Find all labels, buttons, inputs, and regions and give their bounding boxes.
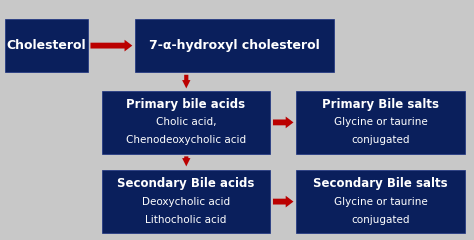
Text: Primary bile acids: Primary bile acids	[127, 98, 246, 111]
Text: conjugated: conjugated	[351, 135, 410, 145]
Text: Glycine or taurine: Glycine or taurine	[334, 117, 427, 127]
FancyBboxPatch shape	[5, 19, 88, 72]
Text: Cholic acid,: Cholic acid,	[156, 117, 216, 127]
FancyBboxPatch shape	[296, 91, 465, 154]
Text: 7-α-hydroxyl cholesterol: 7-α-hydroxyl cholesterol	[149, 39, 320, 52]
FancyBboxPatch shape	[102, 91, 270, 154]
FancyBboxPatch shape	[102, 170, 270, 233]
Text: conjugated: conjugated	[351, 215, 410, 225]
Text: Secondary Bile salts: Secondary Bile salts	[313, 177, 448, 190]
Text: Cholesterol: Cholesterol	[7, 39, 86, 52]
Text: Deoxycholic acid: Deoxycholic acid	[142, 197, 230, 207]
Text: Lithocholic acid: Lithocholic acid	[146, 215, 227, 225]
Text: Primary Bile salts: Primary Bile salts	[322, 98, 439, 111]
FancyBboxPatch shape	[135, 19, 334, 72]
Text: Chenodeoxycholic acid: Chenodeoxycholic acid	[126, 135, 246, 145]
Text: Glycine or taurine: Glycine or taurine	[334, 197, 427, 207]
FancyBboxPatch shape	[296, 170, 465, 233]
Text: Secondary Bile acids: Secondary Bile acids	[118, 177, 255, 190]
